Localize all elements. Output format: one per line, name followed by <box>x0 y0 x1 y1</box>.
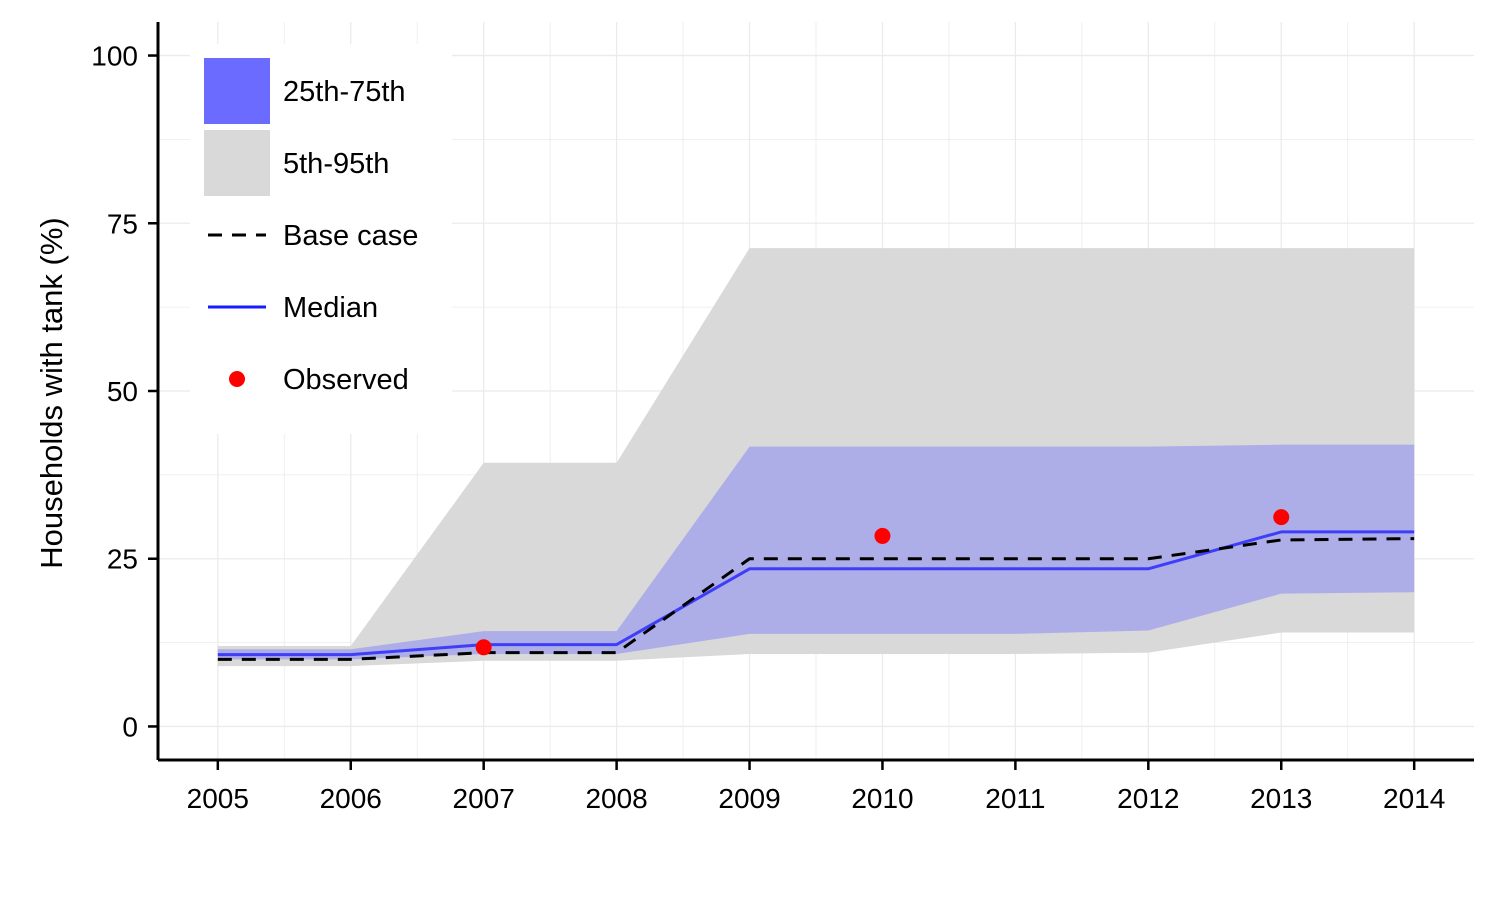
y-tick-label: 100 <box>91 41 138 72</box>
band-25th-75th <box>217 444 1415 660</box>
y-tick-label: 25 <box>107 544 138 575</box>
legend-label: 25th-75th <box>283 76 406 108</box>
axes: 0 25 50 75 100 2005 2006 2007 2008 2009 2010 2011 20… <box>91 22 1474 814</box>
legend-key-25th-75th <box>204 58 270 124</box>
observed-point <box>475 639 492 656</box>
lines <box>217 530 1415 661</box>
x-tick-label: 2014 <box>1383 783 1445 814</box>
observed-point <box>874 527 891 544</box>
legend-label: 5th-95th <box>283 148 389 180</box>
x-tick-label: 2012 <box>1117 783 1179 814</box>
median-line <box>217 530 1415 657</box>
legend-label: Observed <box>283 364 409 396</box>
x-tick-label: 2006 <box>320 783 382 814</box>
y-tick-label: 50 <box>107 376 138 407</box>
x-tick-label: 2010 <box>851 783 913 814</box>
x-tick-label: 2007 <box>453 783 515 814</box>
legend-label: Base case <box>283 220 418 252</box>
y-tick-label: 75 <box>107 208 138 239</box>
y-axis-label: Households with tank (%) <box>34 217 69 569</box>
x-tick-label: 2008 <box>585 783 647 814</box>
x-tick-label: 2013 <box>1250 783 1312 814</box>
legend: 25th-75th 5th-95th Base case Median Observed <box>190 44 452 434</box>
legend-key-observed <box>229 371 245 387</box>
band-5th-95th <box>217 248 1415 667</box>
observed-points <box>475 509 1290 656</box>
bands <box>217 248 1415 667</box>
observed-point <box>1273 509 1290 526</box>
x-tick-label: 2011 <box>985 783 1045 814</box>
x-tick-label: 2009 <box>718 783 780 814</box>
legend-label: Median <box>283 292 378 324</box>
legend-key-5th-95th <box>204 130 270 196</box>
y-tick-label: 0 <box>122 711 138 742</box>
x-tick-label: 2005 <box>187 783 249 814</box>
base-case-line <box>217 537 1415 661</box>
